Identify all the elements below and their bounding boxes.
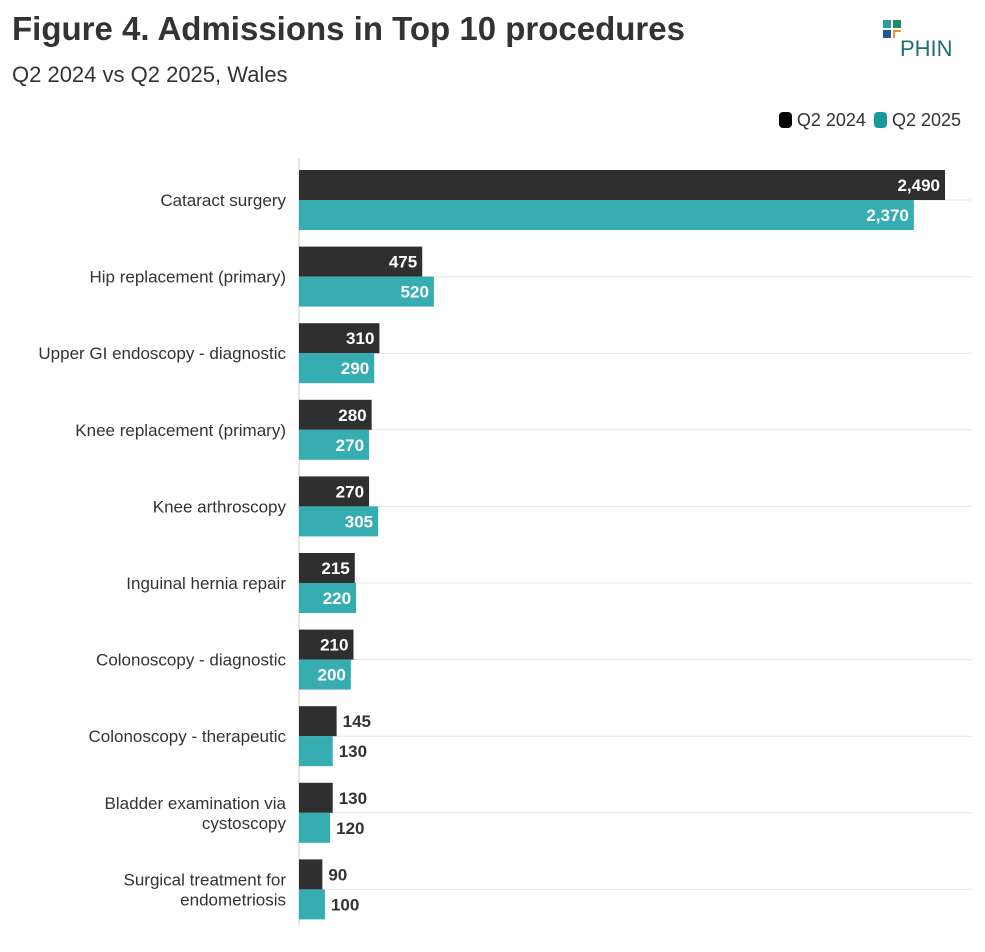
bar-q2-2025[interactable] [299,659,351,690]
data-label: 130 [339,742,367,761]
data-label: 100 [331,895,359,914]
category-label: Bladder examination via cystoscopy [105,794,287,833]
data-label: 270 [336,436,364,455]
data-label: 290 [341,359,369,378]
data-label: 220 [323,589,351,608]
data-label: 270 [336,482,364,501]
data-label: 210 [320,636,348,655]
category-label: Knee replacement (primary) [75,421,286,440]
category-label: Colonoscopy - diagnostic [96,651,286,670]
data-label: 305 [345,512,373,531]
data-label: 130 [339,789,367,808]
chart-subtitle: Q2 2024 vs Q2 2025, Wales [12,62,288,87]
bar-q2-2025[interactable] [299,200,914,230]
data-label: 215 [321,559,349,578]
category-label: Surgical treatment for endometriosis [123,870,286,909]
chart-title: Figure 4. Admissions in Top 10 procedure… [12,10,685,47]
legend-item-q2-2024[interactable]: Q2 2024 [778,110,866,131]
data-label: 310 [346,329,374,348]
category-label: Upper GI endoscopy - diagnostic [38,344,286,363]
bar-q2-2024[interactable] [299,782,333,813]
bar-q2-2024[interactable] [299,246,423,277]
bar-q2-2024[interactable] [299,629,354,660]
legend-item-q2-2025[interactable]: Q2 2025 [873,110,961,131]
data-label: 145 [343,712,371,731]
data-label: 2,370 [866,206,909,225]
data-label: 520 [401,283,429,302]
category-label: Colonoscopy - therapeutic [88,727,286,746]
data-label: 120 [336,819,364,838]
bar-q2-2025[interactable] [299,583,357,613]
category-label: Cataract surgery [160,191,286,210]
phin-logo: PHIN [880,18,970,63]
data-label: 200 [318,666,346,685]
data-label: 90 [328,865,347,884]
bar-q2-2024[interactable] [299,706,337,737]
legend: Q2 2024 Q2 2025 [778,110,961,131]
bar-q2-2025[interactable] [299,889,325,920]
data-label: 280 [338,406,366,425]
bar-q2-2025[interactable] [299,736,333,767]
bar-q2-2024[interactable] [299,553,355,583]
bar-q2-2025[interactable] [299,812,331,843]
data-label: 475 [389,253,417,272]
bar-q2-2025[interactable] [299,506,379,537]
bar-q2-2024[interactable] [299,476,370,507]
category-label: Inguinal hernia repair [126,574,286,593]
bar-q2-2024[interactable] [299,323,380,354]
bar-q2-2024[interactable] [299,399,372,430]
data-label: 2,490 [897,176,940,195]
logo-text: PHIN [900,36,953,61]
bar-q2-2025[interactable] [299,276,434,307]
bar-q2-2025[interactable] [299,353,375,384]
category-label: Knee arthroscopy [153,497,287,516]
category-label: Hip replacement (primary) [90,268,287,287]
bar-q2-2025[interactable] [299,429,370,460]
bar-q2-2024[interactable] [299,859,323,890]
bar-q2-2024[interactable] [299,170,945,200]
